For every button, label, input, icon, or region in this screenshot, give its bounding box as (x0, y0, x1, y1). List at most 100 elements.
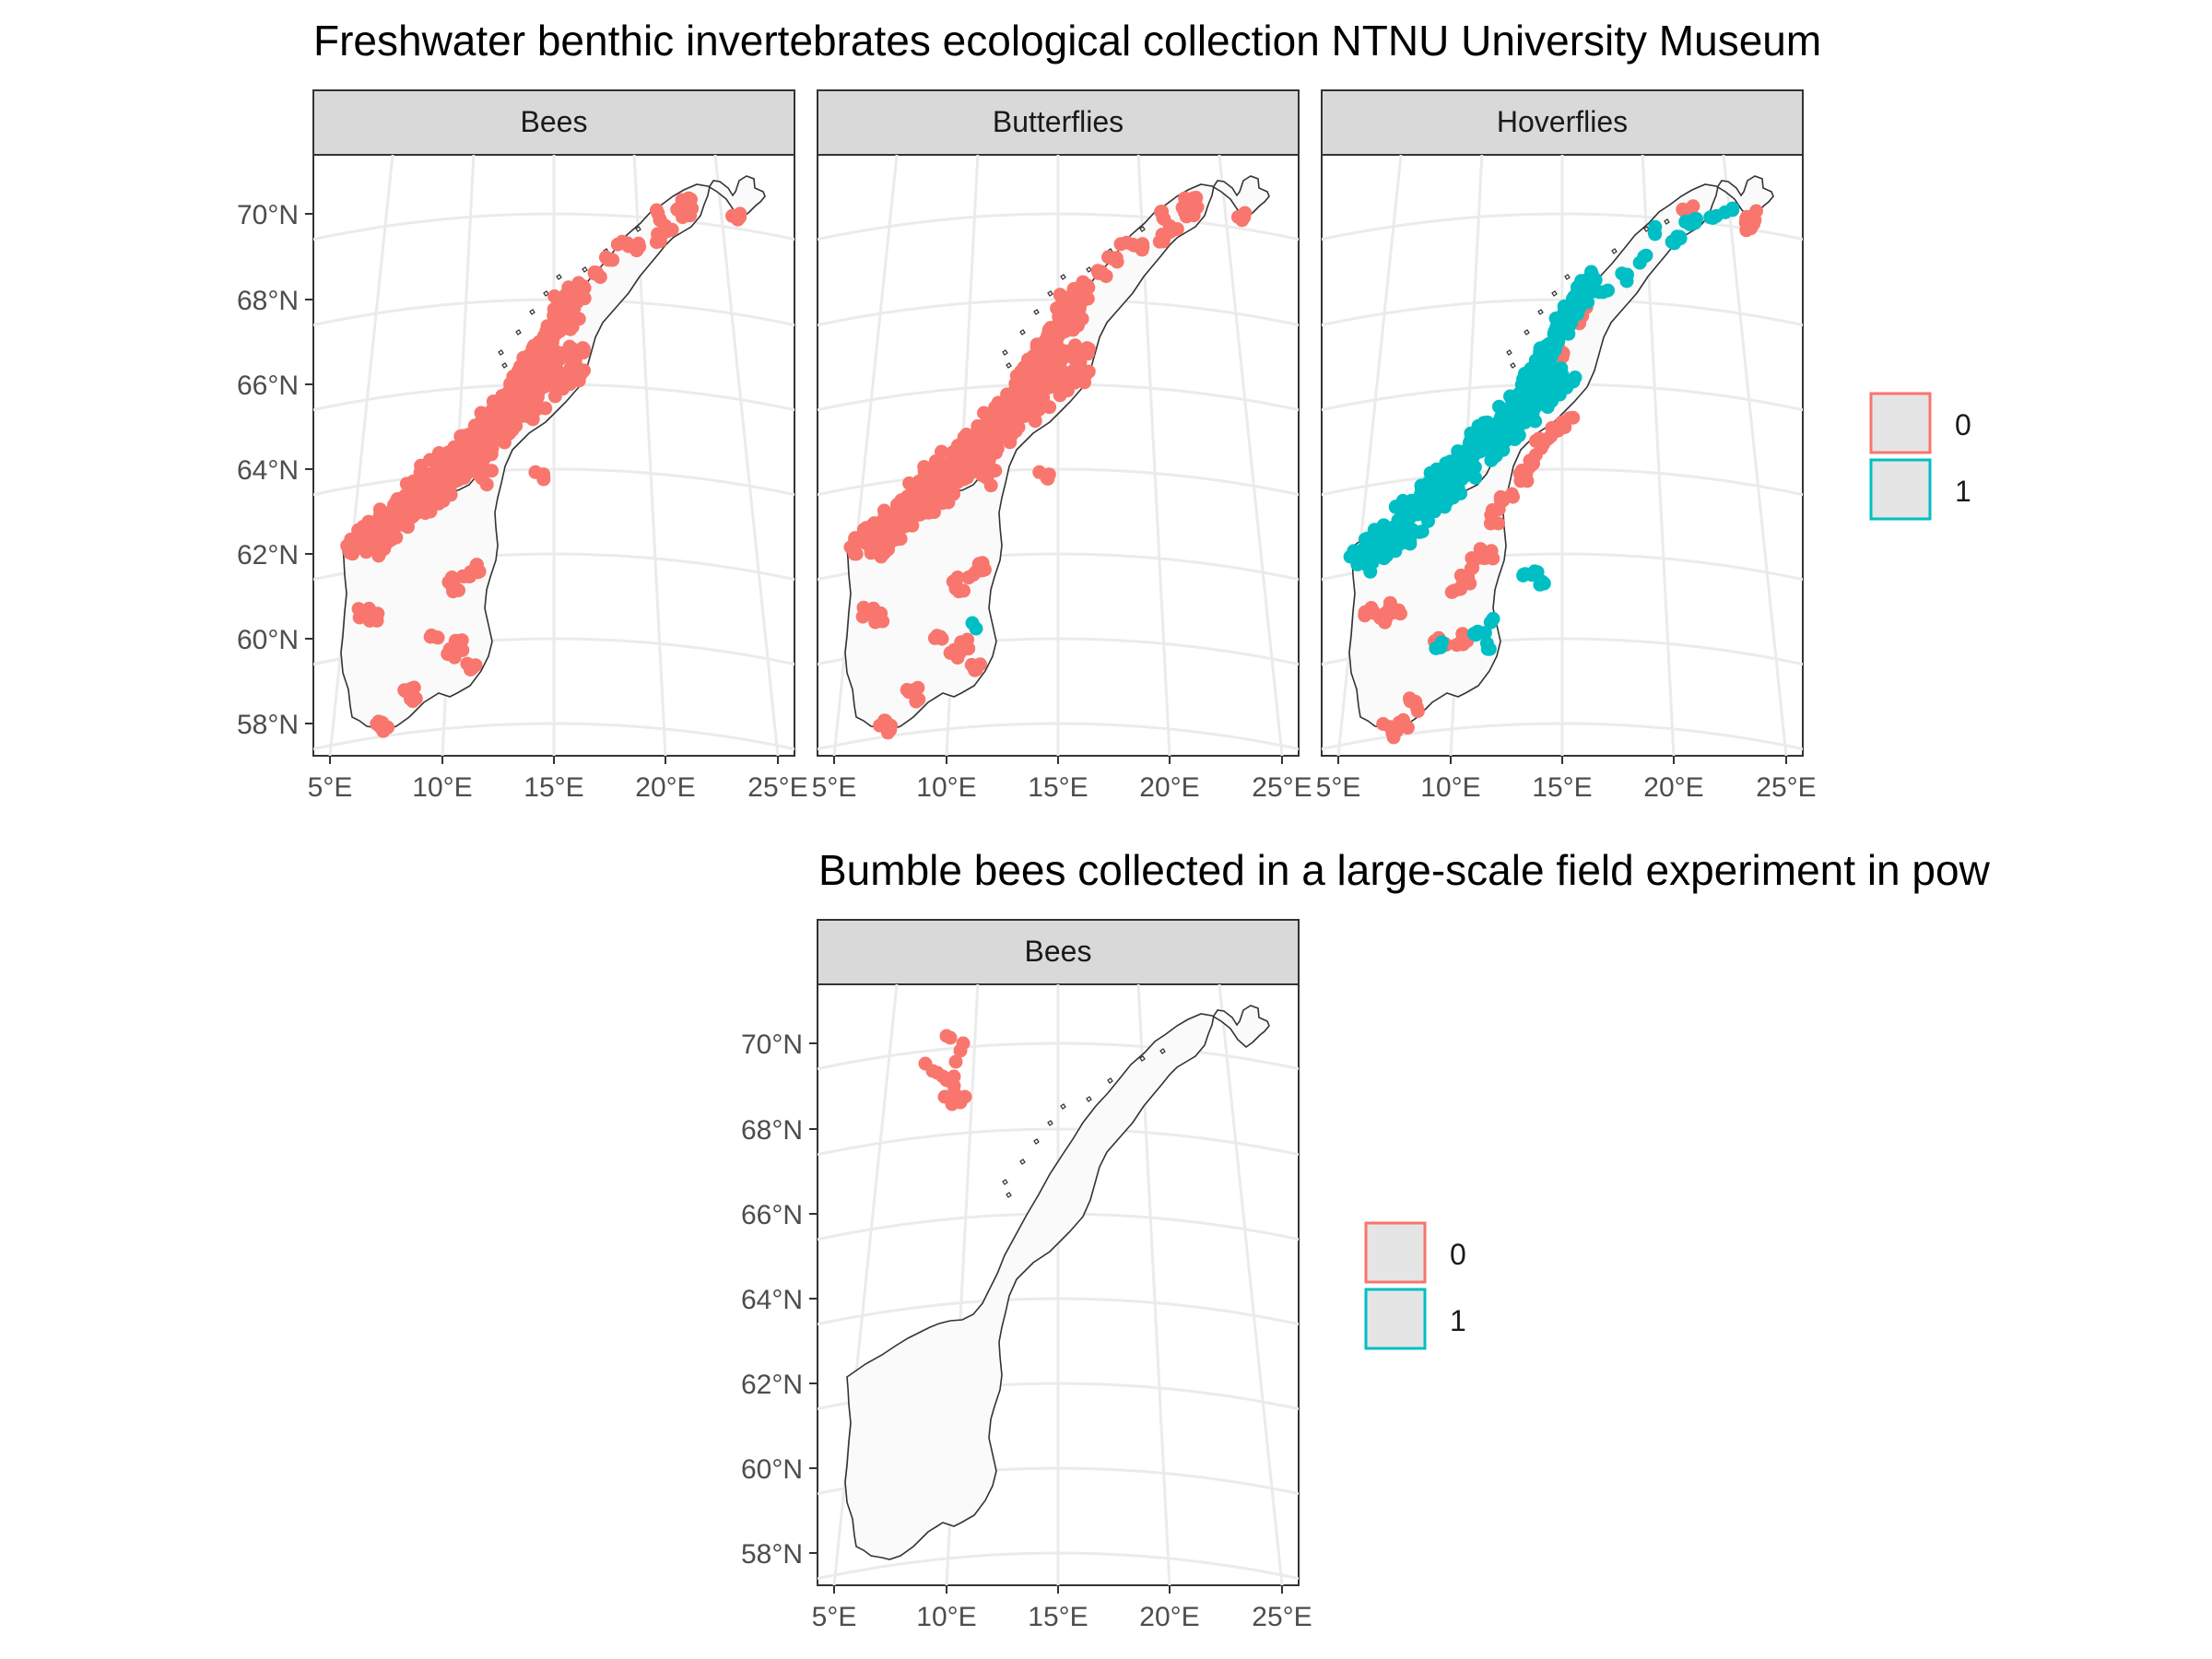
point-group-0 (453, 429, 468, 443)
point-group-0 (977, 562, 992, 577)
point-group-0 (529, 402, 544, 417)
point-group-0 (418, 506, 432, 521)
lon-tick-label: 15°E (1028, 772, 1088, 803)
point-group-0 (1382, 602, 1396, 617)
longitude-axis: 5°E 10°E 15°E 20°E 25°E (812, 1585, 1312, 1632)
point-group-0 (1523, 460, 1537, 474)
legend-key-1 (1364, 1288, 1427, 1350)
legend-label-1: 1 (1955, 475, 1971, 508)
point-group-0 (1484, 508, 1499, 523)
point-group-0 (431, 496, 446, 511)
point-group-0 (675, 193, 689, 207)
point-group-0 (479, 463, 494, 477)
longitude-axis: 5°E 10°E 15°E 20°E 25°E (1316, 756, 1817, 803)
lat-tick-label: 60°N (237, 625, 299, 655)
point-group-0 (403, 499, 418, 513)
point-group-0 (547, 323, 562, 337)
point-group-0 (1465, 551, 1479, 566)
lat-tick-label: 62°N (237, 540, 299, 571)
panel-strip-label: Butterflies (993, 105, 1124, 138)
point-group-0 (865, 518, 879, 533)
point-group-0 (577, 342, 591, 357)
point-group-1 (1620, 267, 1634, 282)
point-group-0 (1154, 205, 1169, 219)
point-group-1 (1464, 426, 1478, 441)
graticule (313, 155, 794, 756)
point-group-0 (414, 488, 429, 503)
point-group-0 (958, 1089, 972, 1104)
point-group-0 (472, 446, 487, 461)
legend-label-0: 0 (1955, 408, 1971, 441)
point-group-1 (1377, 551, 1391, 566)
point-group-0 (568, 355, 582, 370)
point-group-1 (1450, 484, 1465, 499)
point-group-0 (571, 367, 585, 382)
point-group-0 (375, 516, 390, 530)
point-group-1 (1540, 400, 1555, 415)
lon-tick-label: 15°E (1028, 1602, 1088, 1632)
lat-tick-label: 66°N (741, 1200, 803, 1230)
point-group-0 (463, 663, 477, 677)
lon-tick-label: 5°E (308, 772, 353, 803)
point-group-1 (1547, 339, 1561, 354)
point-group-1 (1415, 482, 1429, 497)
point-group-0 (503, 396, 518, 411)
point-group-0 (941, 473, 956, 488)
point-group-0 (1054, 297, 1069, 311)
point-group-0 (907, 500, 921, 515)
point-group-1 (1639, 248, 1653, 263)
point-group-0 (1477, 546, 1492, 559)
point-group-0 (366, 536, 381, 551)
point-group-1 (1461, 462, 1476, 477)
point-group-0 (956, 1036, 971, 1051)
point-group-1 (1449, 453, 1463, 467)
point-group-0 (1135, 237, 1150, 252)
point-group-1 (1527, 564, 1542, 579)
point-group-0 (660, 223, 675, 238)
point-group-0 (1152, 234, 1167, 249)
point-group-0 (935, 495, 948, 510)
point-group-0 (439, 460, 453, 475)
panel-strip (817, 919, 1300, 985)
point-group-1 (1592, 285, 1606, 300)
map-panel-bumblebees: Bees 70°N 68°N 66°N 64°N 62°N 60°N 58°N 5°E 10°… (741, 919, 1312, 1632)
point-group-0 (877, 517, 892, 532)
point-group-0 (577, 291, 592, 306)
lon-tick-label: 20°E (635, 772, 695, 803)
point-group-0 (1367, 606, 1382, 620)
legend-item-1: 1 (1869, 458, 1971, 521)
point-group-0 (1566, 410, 1581, 425)
point-group-0 (486, 402, 500, 417)
lat-tick-label: 70°N (237, 200, 299, 230)
point-group-0 (1178, 191, 1193, 206)
point-group-0 (1464, 561, 1478, 576)
point-group-1 (1688, 212, 1702, 227)
lon-tick-label: 5°E (812, 1602, 857, 1632)
point-group-0 (375, 715, 390, 730)
point-group-0 (631, 236, 646, 251)
lon-tick-label: 25°E (747, 772, 807, 803)
point-group-0 (532, 352, 547, 367)
point-group-1 (1579, 273, 1594, 288)
longitude-axis: 5°E 10°E 15°E 20°E 25°E (308, 756, 808, 803)
occurrence-points (1343, 199, 1763, 745)
point-group-0 (894, 500, 909, 513)
lat-tick-label: 58°N (237, 710, 299, 740)
point-group-1 (1559, 310, 1573, 324)
legend-label-0: 0 (1450, 1238, 1466, 1271)
lon-tick-label: 25°E (1252, 1602, 1312, 1632)
point-group-1 (1547, 326, 1561, 341)
lat-tick-label: 60°N (741, 1454, 803, 1485)
point-group-1 (1477, 626, 1492, 641)
point-group-0 (1018, 378, 1033, 393)
lon-tick-label: 20°E (1643, 772, 1703, 803)
point-group-0 (1119, 235, 1134, 250)
panel-strip (312, 89, 795, 156)
legend-key-0 (1869, 392, 1932, 454)
point-group-1 (1484, 615, 1499, 629)
point-group-1 (1670, 229, 1685, 244)
point-group-1 (1482, 641, 1497, 656)
lat-tick-label: 58°N (741, 1539, 803, 1570)
point-group-0 (542, 336, 557, 351)
figure-title-2: Bumble bees collected in a large-scale f… (818, 846, 1991, 894)
